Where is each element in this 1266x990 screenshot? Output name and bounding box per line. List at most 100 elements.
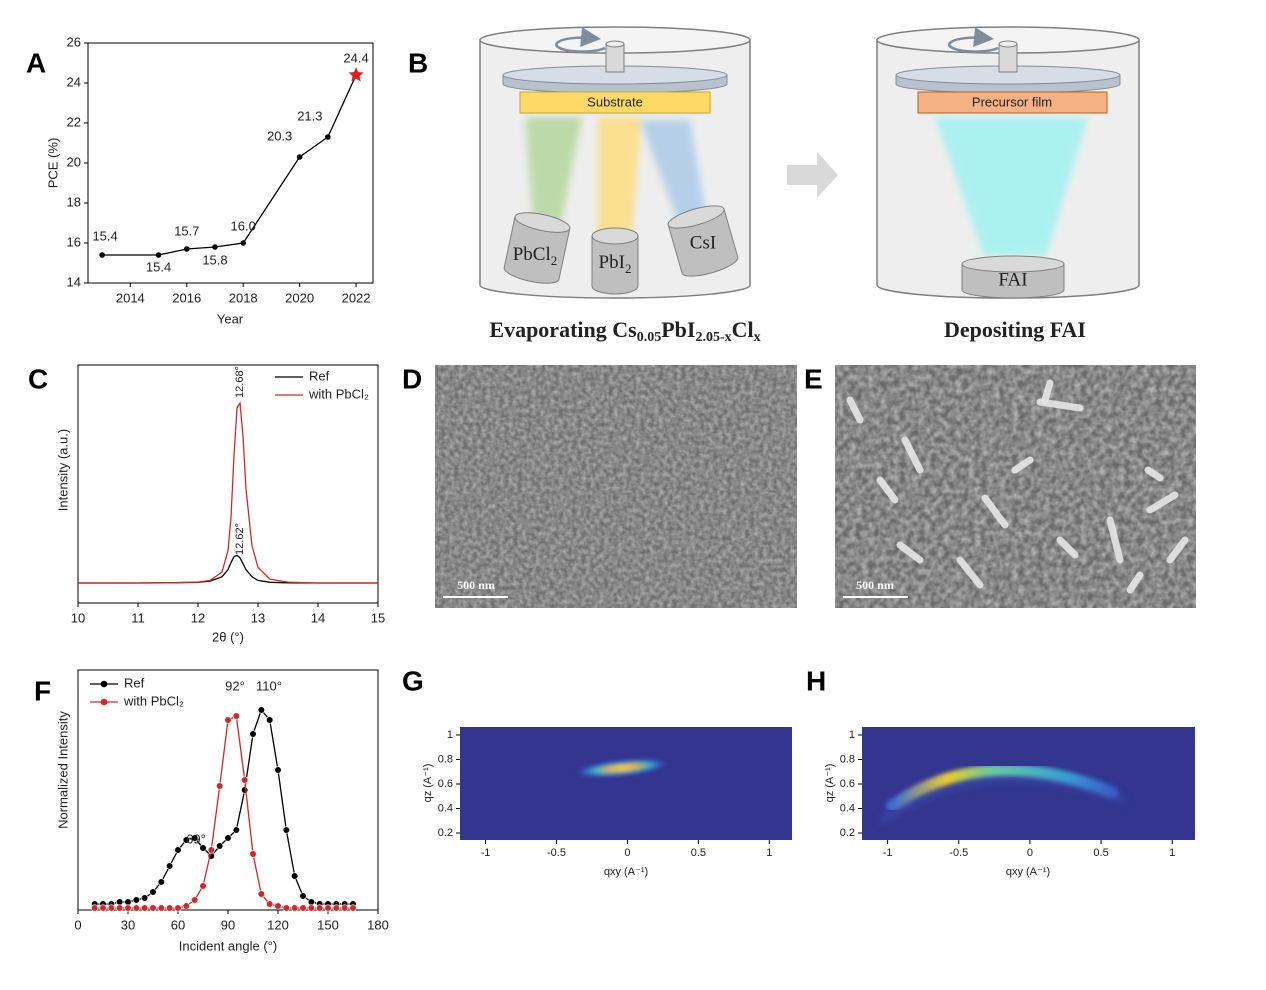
point-marker (266, 716, 274, 724)
point-marker (116, 904, 124, 912)
source (667, 205, 739, 277)
point-marker (207, 846, 215, 854)
point-marker (141, 894, 149, 902)
y-tick-label: 0.6 (840, 778, 855, 790)
y-tick-label: 18 (67, 194, 81, 209)
point-marker (249, 730, 257, 738)
vapor-beam (640, 120, 706, 222)
point-marker (341, 904, 349, 912)
panel-label: F (34, 675, 51, 706)
point-marker (124, 904, 132, 912)
scale-bar-label: 500 nm (856, 578, 894, 592)
y-axis-label: qz (A⁻¹) (422, 764, 434, 803)
point-marker (157, 878, 165, 886)
source-subscript: 2 (625, 261, 632, 276)
data-label: 20.3 (267, 128, 292, 143)
source-label: FAI (998, 269, 1027, 290)
point-marker (299, 904, 307, 912)
point-marker (291, 904, 299, 912)
x-axis-label: Incident angle (°) (179, 938, 277, 953)
point-marker (332, 904, 340, 912)
series-line (94, 715, 353, 909)
legend-marker (100, 680, 108, 688)
x-tick-label: 180 (367, 917, 389, 932)
y-tick-label: 0.2 (840, 827, 855, 839)
source-label: CsI (690, 232, 716, 253)
x-tick-label: 14 (311, 610, 325, 625)
point-marker (182, 836, 190, 844)
x-tick-label: 90 (221, 917, 235, 932)
data-label: 21.3 (297, 108, 322, 123)
point-marker (257, 706, 265, 714)
plot-frame (77, 669, 379, 911)
y-tick-label: 24 (67, 74, 81, 89)
source-label: PbI2 (599, 252, 632, 276)
plot-frame (77, 364, 379, 604)
point-marker (183, 246, 190, 252)
x-tick-label: 15 (371, 610, 385, 625)
x-tick-label: 10 (71, 610, 85, 625)
point-marker (141, 904, 149, 912)
point-marker (282, 904, 290, 912)
x-axis-label: Year (217, 311, 244, 326)
source-top (591, 227, 639, 245)
sem-rod (876, 476, 899, 504)
point-marker (232, 826, 240, 834)
shaft (998, 43, 1018, 73)
x-tick-label: 2016 (172, 290, 201, 305)
x-tick-label: 11 (131, 610, 145, 625)
x-tick-label: 30 (121, 917, 135, 932)
source (503, 212, 571, 284)
panel-label: A (26, 47, 46, 78)
data-label: 15.4 (146, 259, 171, 274)
x-axis-label: 2θ (°) (212, 629, 244, 644)
source-body (503, 216, 571, 284)
annotation: 12.68° (234, 366, 246, 398)
point-marker (240, 240, 246, 246)
point-marker (324, 904, 332, 912)
source-top (961, 255, 1065, 273)
legend-label: with PbCl₂ (308, 386, 369, 401)
heatmap-background (862, 727, 1195, 840)
shaft-top (605, 40, 625, 48)
point-marker (132, 896, 140, 904)
point-marker (249, 850, 257, 858)
sem-rod (901, 436, 924, 474)
heatmap-background (460, 727, 792, 840)
x-tick-label: 150 (317, 917, 339, 932)
point-marker (199, 882, 207, 890)
panel-label: G (402, 665, 424, 696)
point-marker (224, 834, 232, 842)
point-marker (124, 898, 132, 906)
point-marker (166, 904, 174, 912)
legend-marker (100, 698, 108, 706)
point-marker (307, 898, 315, 906)
point-marker (191, 896, 199, 904)
y-tick-label: 26 (67, 34, 81, 49)
panel-label: H (806, 665, 826, 696)
legend-label: with PbCl₂ (123, 693, 184, 708)
y-tick-label: 0.4 (438, 802, 453, 814)
point-marker (149, 888, 157, 896)
panel-label: B (408, 47, 428, 78)
precursor-label: Precursor film (972, 94, 1052, 109)
caption-text: PbI (661, 317, 695, 342)
data-label: 15.8 (202, 252, 227, 267)
annotation: 110° (256, 678, 282, 693)
line (102, 74, 357, 256)
sem-rod (896, 541, 924, 564)
y-tick-label: 1 (849, 729, 855, 741)
point-marker (257, 890, 265, 898)
vapor-beam (598, 117, 641, 236)
data-label: 24.4 (343, 50, 368, 65)
x-tick-label: 0 (624, 847, 630, 859)
data-label: 15.7 (174, 223, 199, 238)
x-tick-label: 120 (267, 917, 289, 932)
point-marker (166, 862, 174, 870)
point-marker (325, 134, 331, 140)
point-marker (282, 826, 290, 834)
sem-rod (1011, 456, 1034, 474)
sem-rod (1126, 571, 1144, 594)
